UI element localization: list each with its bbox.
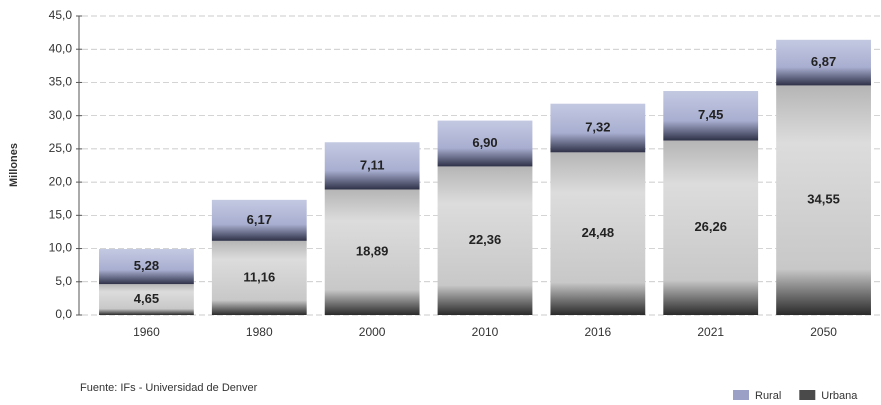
y-tick-label: 20,0 — [49, 174, 73, 188]
x-tick-label: 1960 — [133, 325, 160, 339]
source-note: Fuente: IFs - Universidad de Denver — [80, 382, 258, 394]
value-label: 11,16 — [243, 269, 275, 284]
value-label: 34,55 — [807, 192, 840, 207]
bar-segment — [437, 120, 533, 167]
legend-swatch — [733, 390, 749, 400]
x-tick-label: 2050 — [810, 325, 837, 339]
bar-segment — [550, 152, 646, 315]
legend-label: Rural — [755, 390, 781, 402]
value-label: 22,36 — [469, 232, 502, 247]
value-label: 6,87 — [811, 54, 836, 69]
bar-segment — [550, 103, 646, 153]
x-tick-label: 2010 — [472, 325, 499, 339]
value-label: 7,45 — [698, 107, 723, 122]
x-tick-label: 2000 — [359, 325, 386, 339]
value-label: 24,48 — [582, 225, 615, 240]
bar-segment — [324, 189, 420, 315]
value-label: 4,65 — [134, 291, 159, 306]
bar-segment — [99, 284, 194, 315]
y-axis-label: Millones — [8, 143, 20, 187]
y-tick-label: 15,0 — [49, 208, 73, 222]
y-tick-label: 10,0 — [49, 241, 73, 255]
x-tick-label: 2021 — [697, 325, 724, 339]
y-tick-label: 30,0 — [49, 108, 73, 122]
bar-segment — [776, 39, 871, 86]
bar-segment — [776, 85, 871, 315]
legend-swatch — [799, 390, 816, 400]
bar-segment — [324, 142, 420, 190]
legend-label: Urbana — [821, 390, 858, 402]
y-tick-label: 0,0 — [55, 307, 72, 321]
y-tick-label: 35,0 — [49, 75, 73, 89]
value-label: 7,32 — [585, 119, 610, 134]
value-label: 5,28 — [134, 258, 159, 273]
bar-segment — [663, 140, 759, 315]
bar-segment — [437, 166, 533, 315]
bar-segment — [99, 249, 194, 285]
y-tick-label: 45,0 — [49, 8, 73, 22]
y-tick-label: 40,0 — [49, 41, 73, 55]
value-label: 7,11 — [360, 157, 385, 172]
y-tick-label: 5,0 — [55, 274, 72, 288]
bar-segment — [663, 91, 759, 141]
value-label: 18,89 — [356, 244, 389, 259]
value-label: 6,90 — [472, 135, 497, 150]
x-tick-label: 2016 — [585, 325, 612, 339]
bar-segment — [211, 240, 307, 315]
value-label: 26,26 — [694, 219, 727, 234]
y-tick-label: 25,0 — [49, 141, 73, 155]
value-label: 6,17 — [247, 212, 272, 227]
bar-segment — [211, 199, 307, 241]
x-tick-label: 1980 — [246, 325, 273, 339]
